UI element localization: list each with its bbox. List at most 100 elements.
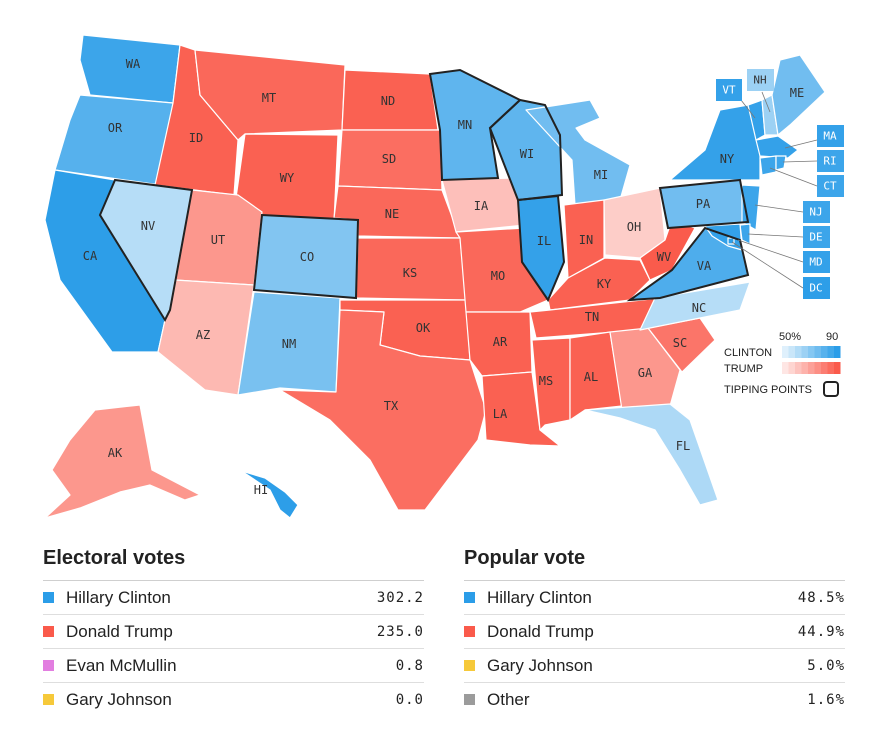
label-co: CO xyxy=(300,250,314,264)
box-ri[interactable] xyxy=(817,150,844,172)
popular-vote-panel: Popular vote Hillary Clinton 48.5% Donal… xyxy=(464,540,845,716)
legend-clinton-label: CLINTON xyxy=(724,347,772,359)
tipping-outline-va xyxy=(626,226,750,302)
table-row: Hillary Clinton 302.2 xyxy=(43,581,424,615)
state-mi[interactable] xyxy=(525,99,631,206)
candidate-name: Donald Trump xyxy=(66,621,173,641)
candidate-swatch xyxy=(464,694,475,705)
tipping-outline-mn xyxy=(428,68,522,182)
box-ma[interactable] xyxy=(817,125,844,147)
box-md[interactable] xyxy=(803,251,830,273)
label-id: ID xyxy=(189,131,203,145)
table-row: Other 1.6% xyxy=(464,683,845,716)
candidate-swatch xyxy=(464,660,475,671)
state-hi[interactable] xyxy=(221,457,299,519)
state-nm[interactable] xyxy=(237,291,341,396)
state-ma[interactable] xyxy=(755,135,799,159)
legend-swatch xyxy=(834,346,841,358)
legend-swatch xyxy=(782,346,789,358)
legend-tipping-label: TIPPING POINTS xyxy=(724,384,812,396)
state-la[interactable] xyxy=(481,371,561,447)
state-wv[interactable] xyxy=(639,219,696,281)
state-nc[interactable] xyxy=(639,281,751,331)
candidate-swatch xyxy=(43,626,54,637)
label-wy: WY xyxy=(280,171,295,185)
candidate-swatch xyxy=(43,660,54,671)
state-ms[interactable] xyxy=(531,337,571,431)
label-pa: PA xyxy=(696,197,711,211)
legend-swatch xyxy=(782,362,789,374)
state-al[interactable] xyxy=(569,331,623,421)
callout-lines xyxy=(731,91,818,289)
box-nh[interactable] xyxy=(747,69,774,91)
label-il: IL xyxy=(537,234,551,248)
label-nc: NC xyxy=(692,301,706,315)
legend-swatch xyxy=(821,346,828,358)
label-ky: KY xyxy=(597,277,612,291)
legend-swatch xyxy=(788,346,795,358)
candidate-name: Hillary Clinton xyxy=(487,587,592,607)
state-or[interactable] xyxy=(54,94,174,186)
us-election-map: WA OR CA NV ID MT WY UT AZ CO NM ND SD N… xyxy=(44,34,844,519)
state-ct[interactable] xyxy=(759,155,777,176)
candidate-value: 235.0 xyxy=(376,623,424,640)
box-nj[interactable] xyxy=(803,201,830,223)
label-mn: MN xyxy=(458,118,472,132)
box-de[interactable] xyxy=(803,226,830,248)
states-layer xyxy=(44,34,826,519)
state-tx[interactable] xyxy=(279,309,487,511)
label-nv: NV xyxy=(141,219,155,233)
legend-swatch xyxy=(827,346,834,358)
box-label-de: DE xyxy=(809,231,822,244)
candidate-name: Donald Trump xyxy=(487,621,594,641)
state-fl[interactable] xyxy=(584,403,719,506)
state-ri[interactable] xyxy=(775,155,787,171)
label-ok: OK xyxy=(416,321,431,335)
box-dc[interactable] xyxy=(803,277,830,299)
box-label-nj: NJ xyxy=(809,206,822,219)
label-ar: AR xyxy=(493,335,508,349)
box-label-dc: DC xyxy=(809,282,822,295)
popular-vote-title: Popular vote xyxy=(464,540,845,581)
label-ga: GA xyxy=(638,366,653,380)
box-label-vt: VT xyxy=(722,84,736,97)
label-mo: MO xyxy=(491,269,505,283)
state-ny[interactable] xyxy=(669,104,761,181)
label-ks: KS xyxy=(403,266,417,280)
candidate-swatch xyxy=(464,626,475,637)
label-mt: MT xyxy=(262,91,276,105)
legend-swatch xyxy=(788,362,795,374)
table-row: Hillary Clinton 48.5% xyxy=(464,581,845,615)
label-tn: TN xyxy=(585,310,599,324)
label-az: AZ xyxy=(196,328,210,342)
box-vt[interactable] xyxy=(716,79,742,101)
label-ne: NE xyxy=(385,207,399,221)
state-ak[interactable] xyxy=(44,404,201,519)
electoral-votes-panel: Electoral votes Hillary Clinton 302.2 Do… xyxy=(43,540,424,716)
label-ca: CA xyxy=(83,249,98,263)
candidate-name: Gary Johnson xyxy=(487,655,593,675)
box-label-nh: NH xyxy=(753,74,766,87)
legend-swatch xyxy=(814,346,821,358)
table-row: Evan McMullin 0.8 xyxy=(43,649,424,683)
table-row: Donald Trump 235.0 xyxy=(43,615,424,649)
candidate-value: 48.5% xyxy=(797,589,845,606)
candidate-name: Evan McMullin xyxy=(66,655,177,675)
legend-scale-high: 90 xyxy=(826,331,838,343)
label-wa: WA xyxy=(126,57,141,71)
box-label-ri: RI xyxy=(823,155,836,168)
legend-swatch xyxy=(801,362,808,374)
candidate-name: Gary Johnson xyxy=(66,689,172,709)
candidate-name: Hillary Clinton xyxy=(66,587,171,607)
box-label-md: MD xyxy=(809,256,822,269)
candidate-value: 0.0 xyxy=(395,691,424,708)
legend-swatch xyxy=(821,362,828,374)
state-me[interactable] xyxy=(771,54,826,136)
legend-swatch xyxy=(795,362,802,374)
box-ct[interactable] xyxy=(817,175,844,197)
label-mi: MI xyxy=(594,168,608,182)
candidate-value: 302.2 xyxy=(376,589,424,606)
label-or: OR xyxy=(108,121,123,135)
legend-scale-low: 50% xyxy=(779,331,801,343)
legend-swatch xyxy=(834,362,841,374)
